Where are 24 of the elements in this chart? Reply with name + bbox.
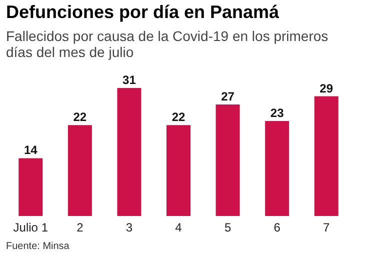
data-label: 14 bbox=[24, 143, 38, 158]
bar bbox=[216, 104, 240, 216]
x-tick-label: 3 bbox=[126, 220, 133, 234]
x-tick-label: 7 bbox=[323, 220, 330, 234]
data-label: 23 bbox=[270, 106, 284, 120]
data-label: 29 bbox=[320, 81, 334, 96]
data-label: 22 bbox=[73, 110, 87, 124]
x-tick-label: 4 bbox=[175, 220, 182, 234]
x-tick-label: 2 bbox=[76, 220, 84, 234]
x-tick-label: 5 bbox=[224, 220, 232, 234]
chart-title: Defunciones por día en Panamá bbox=[6, 2, 280, 22]
bar bbox=[166, 125, 190, 216]
data-label: 27 bbox=[221, 90, 235, 104]
x-tick-label: Julio 1 bbox=[13, 220, 48, 234]
bar bbox=[265, 121, 290, 216]
bar bbox=[314, 96, 338, 216]
data-label: 31 bbox=[122, 73, 136, 87]
x-tick-label: 6 bbox=[274, 220, 281, 234]
bar bbox=[18, 158, 43, 216]
bar bbox=[68, 125, 92, 216]
data-label: 22 bbox=[172, 110, 186, 124]
chart-subtitle: Fallecidos por causa de la Covid-19 en los primeros días del mes de julio bbox=[6, 28, 328, 60]
source-note: Fuente: Minsa bbox=[6, 241, 70, 252]
bar bbox=[117, 88, 142, 216]
